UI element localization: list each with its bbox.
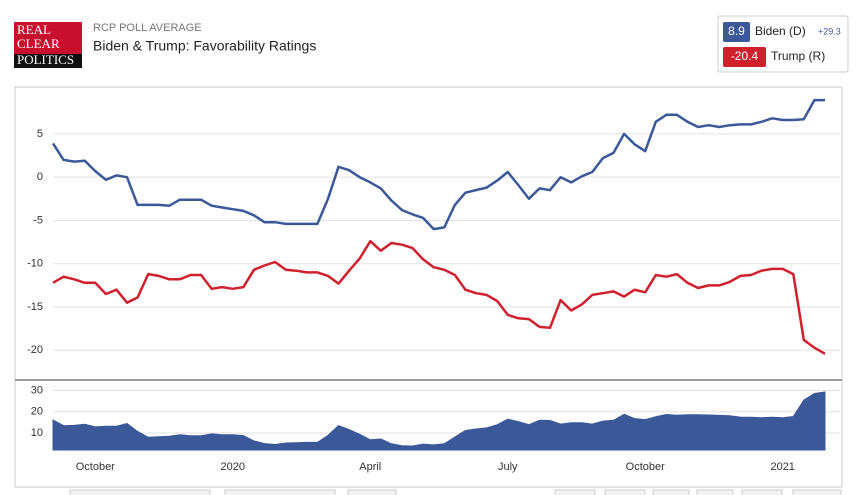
logo-band [14, 54, 82, 68]
control-button[interactable] [652, 489, 690, 495]
logo-text: POLITICS [17, 52, 74, 67]
x-tick-label: 2021 [770, 461, 794, 473]
y-tick-label: 0 [37, 171, 43, 183]
legend-badge [723, 47, 766, 67]
control-button[interactable] [604, 489, 646, 495]
x-tick-label: October [76, 461, 115, 473]
legend-spread: +29.3 [818, 26, 841, 36]
x-tick-label: 2020 [221, 461, 245, 473]
logo-text: CLEAR [17, 36, 60, 51]
x-tick-label: October [626, 461, 665, 473]
control-button[interactable] [347, 489, 397, 495]
control-button[interactable] [696, 489, 734, 495]
control-button[interactable] [69, 489, 211, 495]
y-tick-label: 10 [31, 427, 43, 439]
legend-name: Trump (R) [771, 49, 825, 63]
y-tick-label: -15 [27, 301, 43, 313]
y-tick-label: -5 [33, 214, 43, 226]
series-line [51, 98, 825, 231]
control-button[interactable] [792, 489, 842, 495]
x-tick-label: July [498, 461, 518, 473]
y-tick-label: 30 [31, 384, 43, 396]
control-button[interactable] [224, 489, 336, 495]
y-tick-label: -20 [27, 344, 43, 356]
control-button[interactable] [741, 489, 783, 495]
legend-value: -20.4 [731, 49, 759, 63]
legend-name: Biden (D) [755, 24, 806, 38]
legend-value: 8.9 [728, 24, 745, 38]
y-tick-label: -10 [27, 258, 43, 270]
legend-badge [723, 22, 750, 42]
x-tick-label: April [359, 461, 381, 473]
chart-title: Biden & Trump: Favorability Ratings [93, 38, 316, 54]
y-tick-label: 20 [31, 406, 43, 418]
kicker: RCP POLL AVERAGE [93, 22, 202, 34]
control-button[interactable] [554, 489, 596, 495]
logo-text: REAL [17, 22, 51, 37]
spread-area [52, 391, 826, 451]
y-tick-label: 5 [37, 128, 43, 140]
series-line [52, 239, 826, 355]
controls [69, 489, 842, 495]
